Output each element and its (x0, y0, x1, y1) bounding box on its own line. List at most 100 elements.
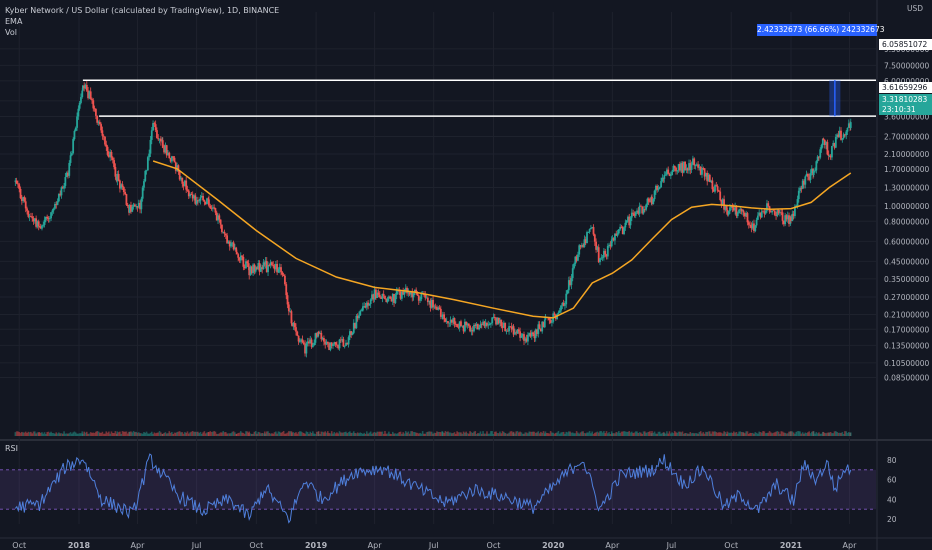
candle-body (806, 173, 809, 177)
candle-body (833, 142, 836, 148)
candle-body (519, 331, 522, 338)
candle-body (491, 317, 494, 324)
candle-body (194, 195, 197, 204)
volume-bar (15, 431, 18, 436)
candle-body (369, 299, 372, 304)
volume-bar (333, 432, 336, 436)
volume-bar (349, 431, 351, 436)
volume-bar (105, 431, 108, 436)
candle-body (539, 328, 542, 332)
volume-bar (644, 431, 646, 436)
time-axis-tick-label: Oct (487, 541, 501, 550)
volume-bar (438, 431, 441, 436)
volume-bar (368, 432, 371, 436)
candle-body (343, 345, 346, 347)
candle-body (719, 191, 722, 200)
volume-bar (76, 433, 78, 436)
volume-bar (304, 433, 306, 436)
candle-body (219, 219, 222, 225)
candle-body (23, 197, 26, 202)
volume-bar (462, 431, 465, 436)
candle-body (663, 175, 666, 179)
candle-body (54, 204, 56, 209)
volume-bar (457, 432, 460, 436)
candle-body (141, 187, 144, 199)
candle-body (44, 216, 47, 220)
volume-bar (671, 432, 673, 436)
candle-body (566, 290, 569, 294)
candle-body (187, 190, 190, 197)
volume-bar (672, 433, 675, 436)
candle-body (617, 229, 620, 234)
volume-bar (432, 433, 434, 436)
candle-body (685, 168, 688, 171)
candle-body (285, 284, 288, 296)
candle-body (569, 280, 572, 285)
symbol-title[interactable]: Kyber Network / US Dollar (calculated by… (5, 6, 280, 15)
volume-bar (725, 433, 728, 436)
candle-body (278, 267, 281, 270)
volume-bar (230, 433, 232, 436)
volume-bar (350, 432, 352, 436)
volume-bar (731, 432, 734, 436)
candle-body (91, 98, 93, 101)
candle-body (773, 210, 776, 215)
volume-bar (727, 432, 730, 436)
candle-body (724, 205, 727, 210)
volume-bar (45, 433, 47, 436)
candle-body (749, 224, 751, 226)
candle-body (185, 180, 188, 190)
volume-bar (611, 433, 614, 436)
candle-body (632, 212, 635, 214)
volume-bar (260, 433, 262, 436)
volume-bar (542, 431, 545, 436)
candle-body (227, 241, 230, 244)
candle-body (717, 190, 720, 192)
candle-body (70, 153, 73, 156)
volume-bar (285, 433, 288, 436)
candle-body (801, 180, 804, 189)
volume-bar (676, 432, 679, 436)
volume-bar (189, 432, 191, 436)
candle-body (456, 324, 458, 328)
candle-body (627, 216, 629, 221)
volume-bar (625, 431, 628, 436)
volume-bar (258, 432, 261, 436)
volume-bar (82, 433, 84, 436)
volume-bar (742, 432, 745, 436)
rsi-indicator-label[interactable]: RSI (5, 444, 18, 453)
volume-bar (199, 431, 202, 436)
ema-indicator-label[interactable]: EMA (5, 17, 23, 26)
candle-body (193, 195, 195, 199)
volume-indicator-label[interactable]: Vol (5, 28, 17, 37)
volume-bar (291, 432, 293, 436)
candle-body (18, 184, 21, 189)
volume-bar (649, 431, 651, 436)
candle-body (525, 338, 528, 342)
volume-bar (214, 431, 217, 436)
volume-bar (388, 431, 390, 436)
volume-bar (268, 432, 271, 436)
volume-bar (693, 433, 696, 436)
candle-body (290, 311, 293, 324)
candle-body (506, 330, 509, 332)
candle-body (223, 231, 226, 234)
candle-body (84, 84, 87, 89)
candle-body (668, 173, 671, 176)
candle-body (805, 173, 808, 177)
volume-bar (637, 432, 640, 436)
candle-body (104, 136, 106, 145)
candle-body (654, 185, 657, 191)
candle-body (837, 134, 840, 138)
candle-body (297, 335, 300, 342)
volume-bar (616, 432, 619, 436)
price-axis-tick-label: 2.70000000 (884, 133, 930, 142)
volume-bar (605, 431, 608, 436)
candle-body (831, 145, 833, 158)
volume-bar (475, 433, 478, 436)
volume-bar (664, 433, 667, 436)
candle-body (203, 200, 206, 202)
candle-body (321, 337, 324, 340)
volume-bar (401, 433, 403, 436)
